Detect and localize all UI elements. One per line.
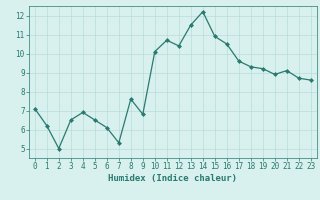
X-axis label: Humidex (Indice chaleur): Humidex (Indice chaleur) [108, 174, 237, 183]
